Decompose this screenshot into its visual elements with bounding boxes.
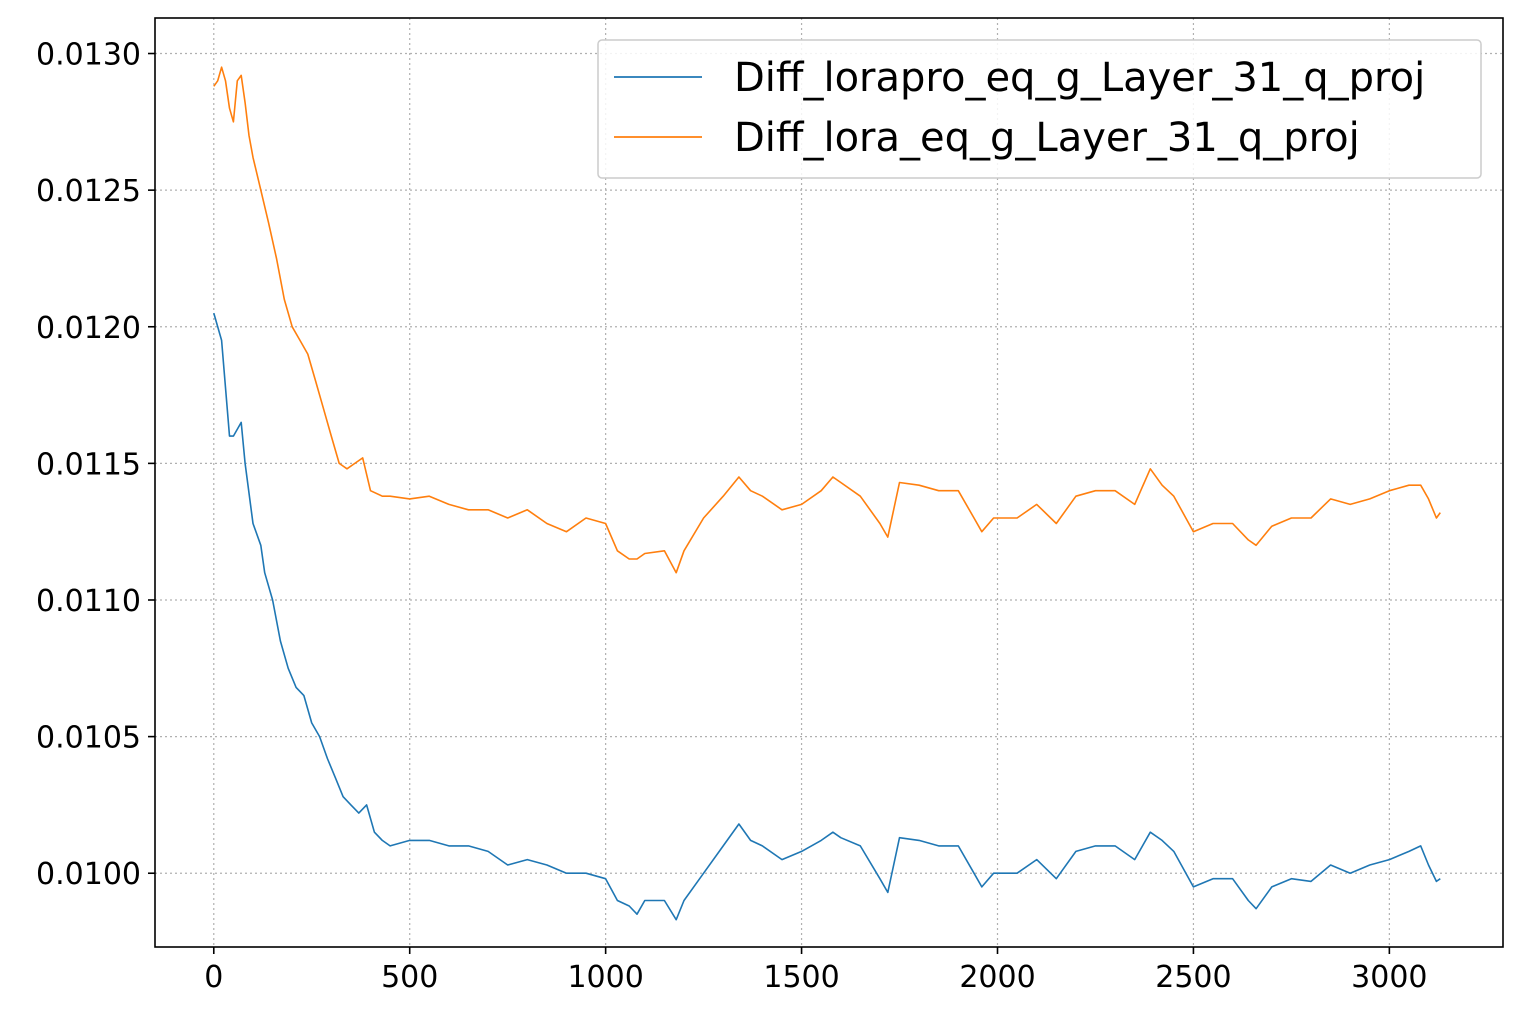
y-tick-label: 0.0100 (36, 857, 141, 892)
y-tick-label: 0.0125 (36, 174, 141, 209)
y-tick-label: 0.0105 (36, 721, 141, 756)
legend-label-lora: Diff_lora_eq_g_Layer_31_q_proj (734, 115, 1360, 161)
legend: Diff_lorapro_eq_g_Layer_31_q_proj Diff_l… (597, 39, 1482, 179)
legend-label-lorapro: Diff_lorapro_eq_g_Layer_31_q_proj (734, 55, 1425, 101)
y-tick-label: 0.0115 (36, 447, 141, 482)
x-tick-label: 3000 (1351, 960, 1427, 995)
series-layer (213, 66, 1441, 921)
x-tick-label: 2500 (1155, 960, 1231, 995)
y-tick-label: 0.0130 (36, 38, 141, 73)
y-tick-label: 0.0120 (36, 311, 141, 346)
series-line-lora (213, 66, 1441, 574)
tick-marks (148, 52, 1391, 954)
x-tick-label: 0 (204, 960, 223, 995)
x-tick-label: 1500 (763, 960, 839, 995)
legend-box (597, 39, 1482, 179)
series-line-lorapro (213, 312, 1441, 921)
plot-frame (154, 17, 1504, 948)
x-tick-label: 2000 (959, 960, 1035, 995)
y-tick-label: 0.0110 (36, 584, 141, 619)
y-tick-labels: 0.0100 0.0105 0.0110 0.0115 0.0120 0.0125 0.01… (36, 38, 141, 893)
x-tick-label: 1000 (567, 960, 643, 995)
x-tick-label: 500 (381, 960, 438, 995)
x-tick-labels: 0 500 1000 1500 2000 2500 3000 (204, 960, 1427, 995)
